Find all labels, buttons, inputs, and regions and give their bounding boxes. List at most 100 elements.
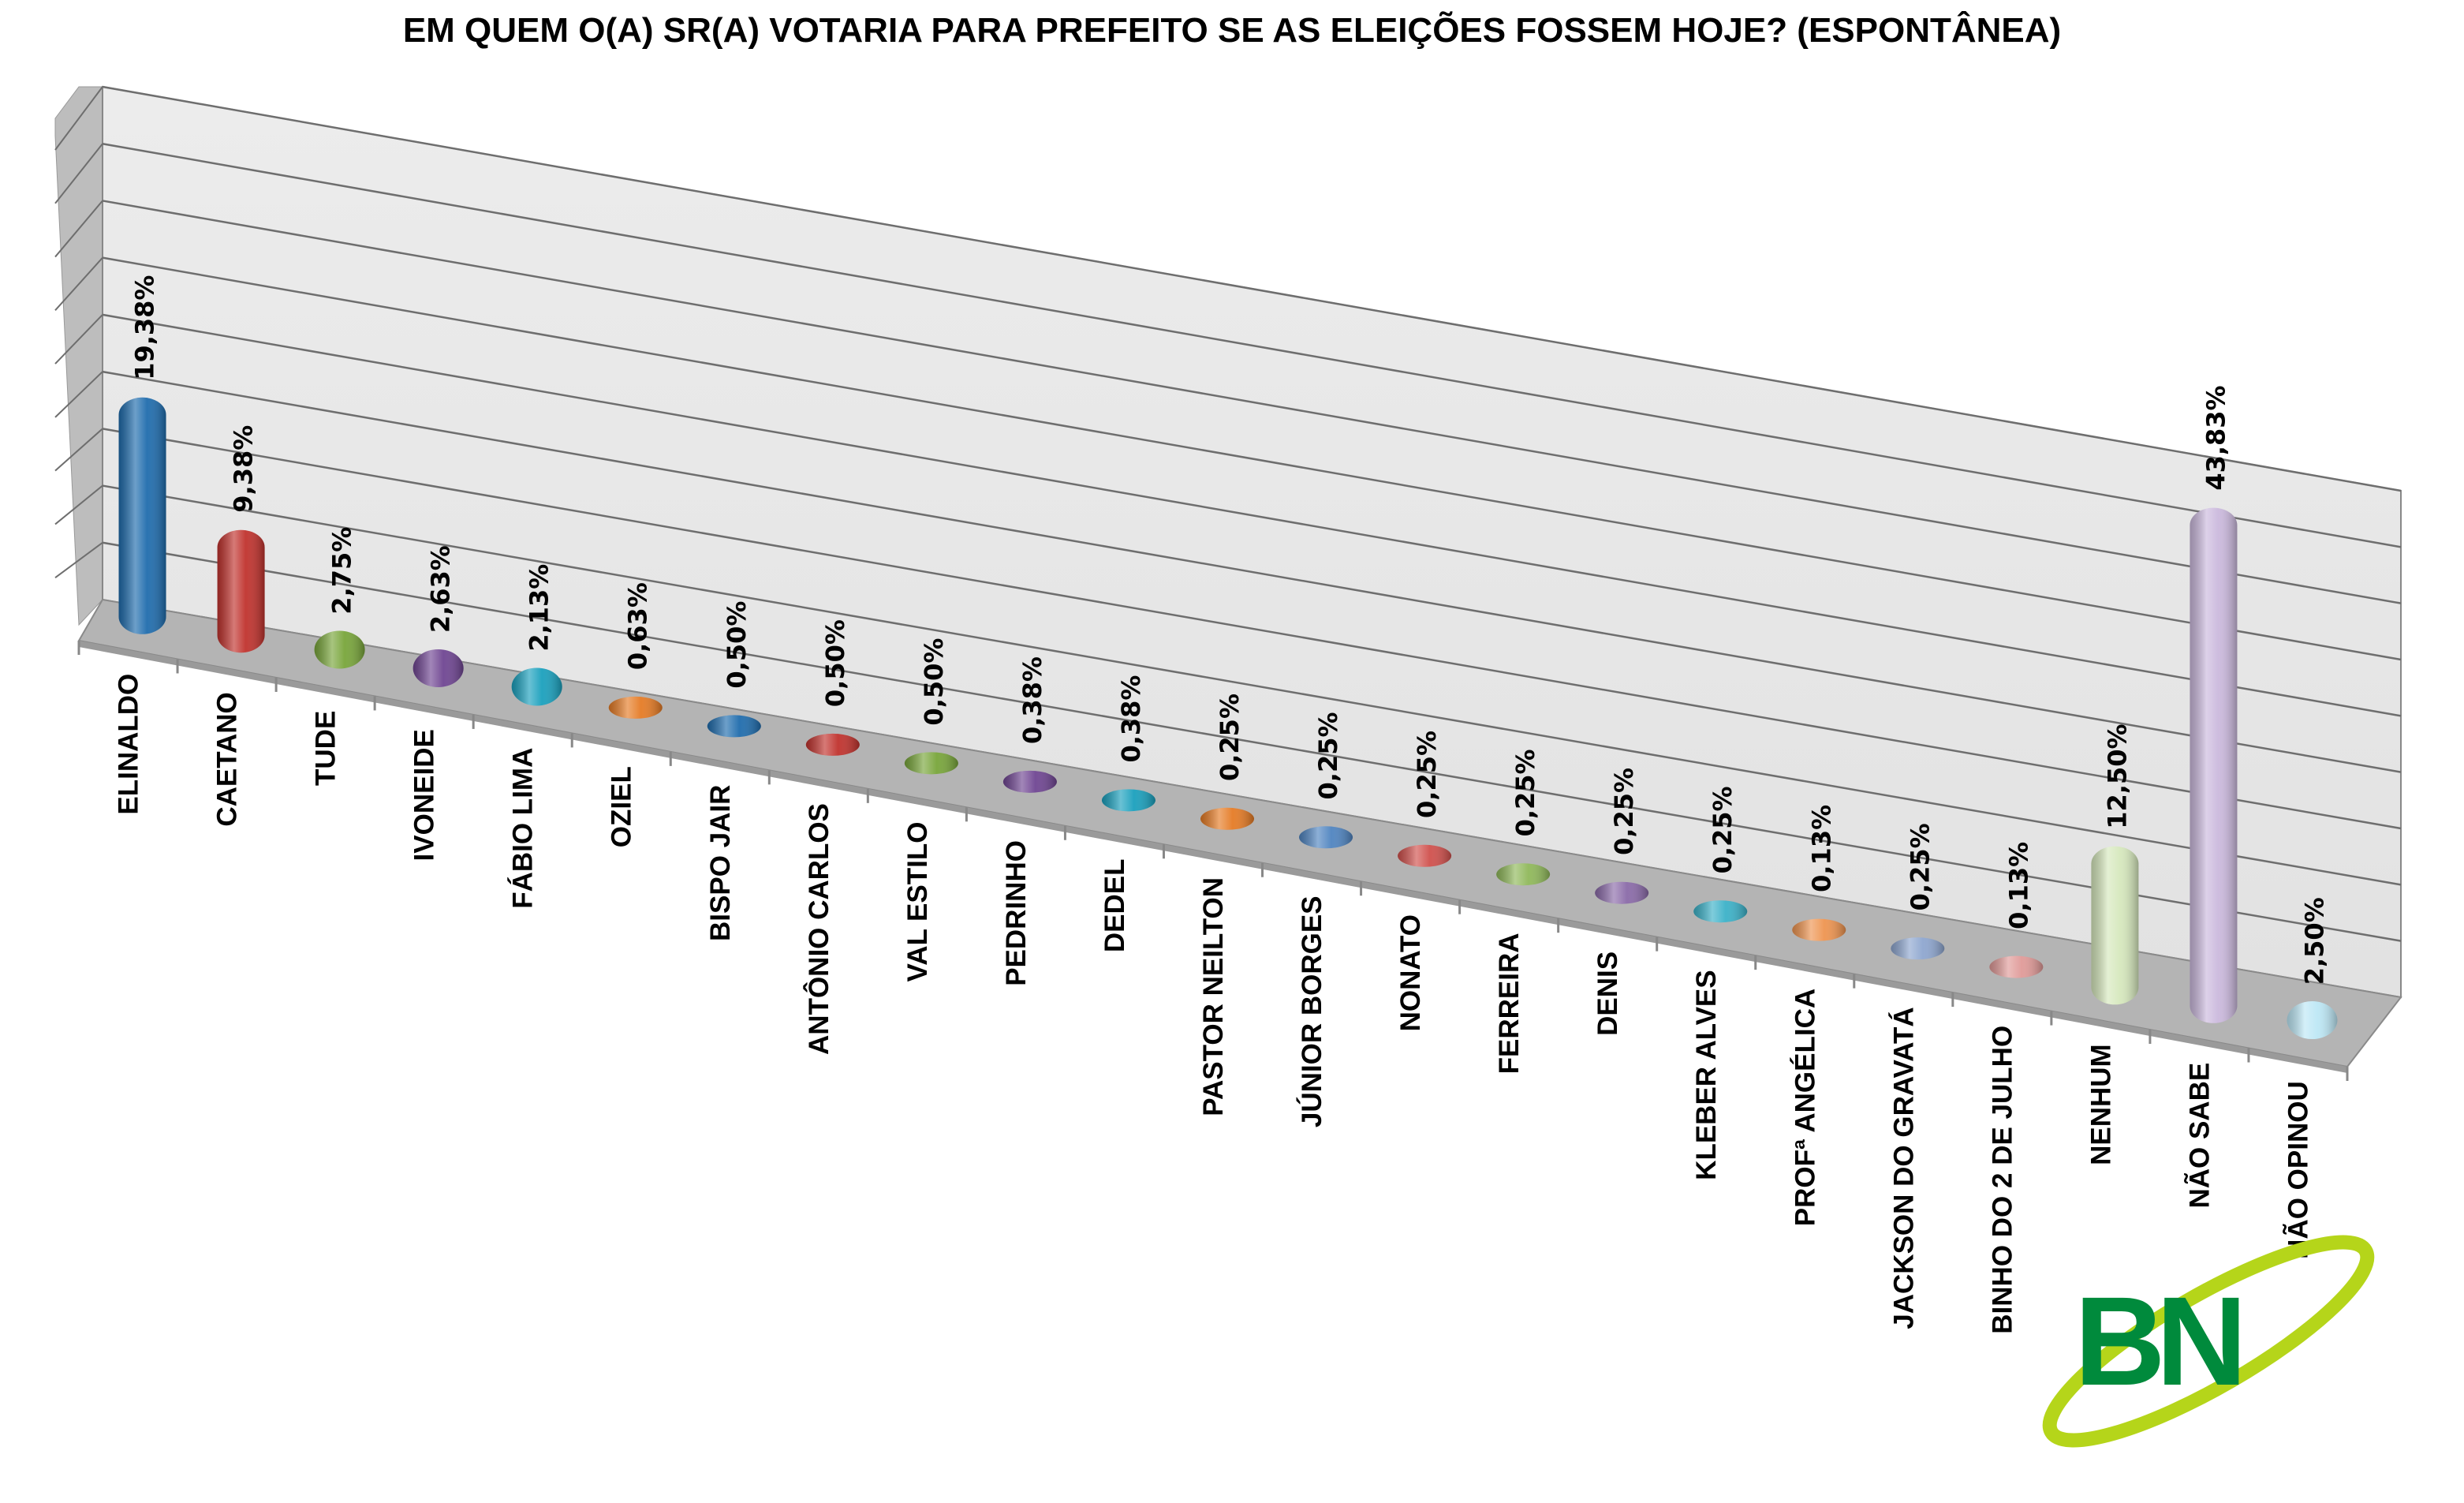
category-label: TUDE (311, 711, 342, 786)
bar-shine (608, 696, 663, 719)
category-label: NÃO SABE (2184, 1063, 2215, 1209)
data-label: 0,50% (919, 638, 949, 726)
side-gridline (54, 371, 103, 418)
data-label: 0,38% (1116, 675, 1146, 763)
side-gridline (54, 200, 103, 258)
gridline (102, 428, 2402, 830)
data-label: 2,75% (327, 527, 357, 615)
side-gridline (54, 256, 103, 312)
bar-13 (1398, 844, 1452, 867)
data-label: 19,38% (130, 275, 160, 380)
data-label: 0,25% (1510, 749, 1540, 836)
data-label: 0,38% (1017, 656, 1047, 744)
category-label: PEDRINHO (1001, 840, 1032, 986)
bar-20 (2091, 846, 2139, 1005)
side-gridline (54, 428, 103, 472)
bar-5 (608, 696, 663, 719)
category-label: ELINALDO (114, 674, 144, 815)
data-label: 0,25% (1905, 823, 1935, 910)
floor-edge (79, 641, 2347, 1073)
bar-shine (2287, 1001, 2338, 1040)
category-label: FÁBIO LIMA (507, 748, 539, 909)
category-label: JÚNIOR BORGES (1296, 895, 1327, 1127)
bar-shine (413, 649, 464, 687)
category-label: DENIS (1592, 952, 1623, 1036)
bar-16 (1693, 900, 1748, 923)
bar-2 (314, 630, 365, 669)
category-label: ANTÔNIO CARLOS (803, 803, 834, 1055)
category-label: NENHUM (2085, 1044, 2116, 1165)
bar-shine (118, 397, 166, 634)
bar-4 (511, 667, 562, 706)
bar-0 (118, 397, 166, 634)
data-label: 0,25% (1412, 731, 1442, 818)
bar-14 (1496, 863, 1551, 886)
category-label: IVONEIDE (409, 729, 440, 861)
bar-shine (2190, 507, 2238, 1023)
category-label: NONATO (1395, 914, 1426, 1031)
gridline (102, 256, 2402, 661)
category-label: KLEBER ALVES (1691, 970, 1722, 1180)
bar-shine (1200, 807, 1254, 830)
bar-shine (1693, 900, 1748, 923)
bar-8 (904, 752, 958, 775)
bar-22 (2287, 1001, 2338, 1040)
category-label: BINHO DO 2 DE JULHO (1987, 1026, 2018, 1334)
data-label: 0,25% (1708, 786, 1738, 873)
side-gridline (54, 86, 103, 151)
gridline (102, 200, 2402, 604)
side-gridline (54, 541, 103, 579)
bar-7 (805, 733, 860, 756)
gridline (102, 313, 2402, 717)
data-label: 0,63% (623, 582, 653, 670)
data-label: 0,50% (722, 601, 752, 689)
bar-shine (1595, 881, 1649, 904)
data-label: 0,13% (1806, 805, 1836, 892)
gridline (102, 85, 2402, 492)
bar-shine (1792, 918, 1846, 941)
bar-17 (1792, 918, 1846, 941)
data-label: 2,50% (2299, 897, 2329, 985)
side-gridline (54, 143, 103, 204)
bar-10 (1101, 789, 1155, 812)
bar-shine (217, 529, 265, 653)
bar-shine (1299, 826, 1353, 849)
data-label: 0,13% (2003, 842, 2033, 929)
bar-shine (1891, 937, 1945, 960)
side-gridline (54, 484, 103, 525)
data-label: 0,25% (1215, 694, 1245, 781)
bar-shine (1101, 789, 1155, 812)
category-label: OZIEL (607, 766, 637, 847)
bar-shine (1989, 955, 2044, 978)
data-label: 0,25% (1609, 768, 1639, 855)
svg-text:BN: BN (2074, 1270, 2239, 1411)
category-label: NÃO OPINOU (2283, 1081, 2313, 1259)
bar-12 (1299, 826, 1353, 849)
bar-15 (1595, 881, 1649, 904)
bar-shine (707, 715, 761, 738)
gridline (102, 142, 2402, 548)
bar-3 (413, 649, 464, 687)
data-label: 0,50% (820, 619, 850, 707)
bn-logo: BN (2042, 1235, 2375, 1448)
bar-18 (1891, 937, 1945, 960)
gridline (102, 370, 2402, 773)
category-label: CAETANO (212, 692, 243, 826)
category-label: BISPO JAIR (705, 785, 736, 941)
category-label: VAL ESTILO (902, 822, 933, 982)
bar-shine (1496, 863, 1551, 886)
category-label: JACKSON DO GRAVATÁ (1887, 1007, 1919, 1329)
chart-title: EM QUEM O(A) SR(A) VOTARIA PARA PREFEITO… (402, 11, 2062, 50)
data-label: 2,13% (525, 564, 554, 652)
bar-shine (314, 630, 365, 669)
bar-1 (217, 529, 265, 653)
bar-9 (1002, 770, 1057, 793)
gridline (102, 484, 2402, 886)
bar-21 (2190, 507, 2238, 1023)
bar-shine (904, 752, 958, 775)
bar-shine (805, 733, 860, 756)
data-label: 2,63% (426, 545, 456, 633)
bar-shine (2091, 846, 2139, 1005)
bar-shine (511, 667, 562, 706)
